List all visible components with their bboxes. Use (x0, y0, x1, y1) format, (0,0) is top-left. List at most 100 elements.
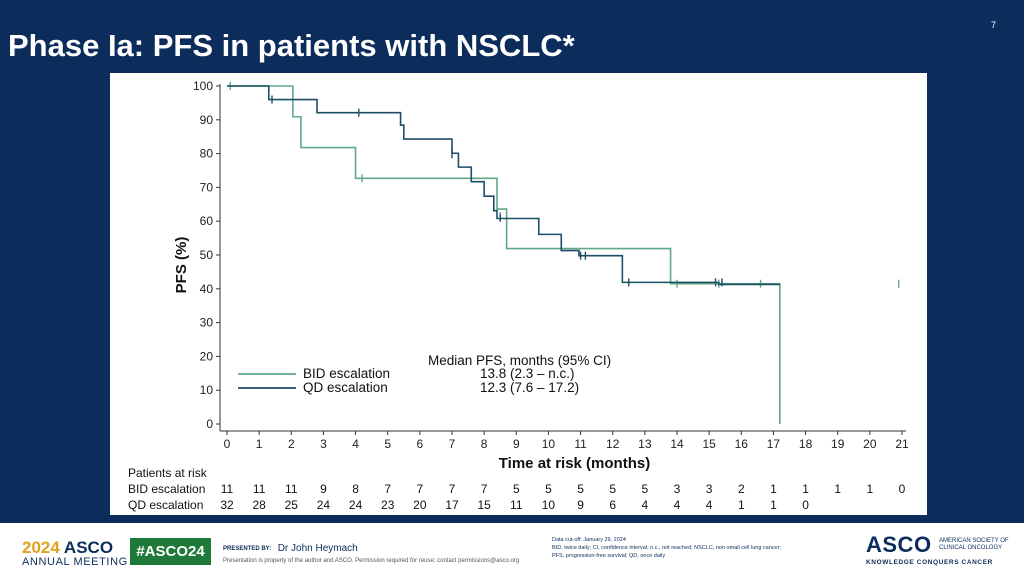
chart-legend: Median PFS, months (95% CI) BID escalatio… (238, 353, 611, 395)
x-tick-label: 13 (638, 437, 652, 451)
y-tick-label: 80 (200, 147, 214, 161)
y-tick-label: 60 (200, 214, 214, 228)
legend-series-name: QD escalation (303, 380, 388, 395)
presenter-name: Dr John Heymach (277, 543, 358, 555)
presented-by-label: PRESENTED BY: (223, 545, 272, 552)
y-tick-label: 0 (206, 417, 213, 431)
risk-count: 1 (802, 482, 809, 496)
x-tick-label: 9 (513, 437, 520, 451)
x-tick-label: 1 (256, 437, 263, 451)
risk-count: 25 (285, 498, 299, 512)
risk-count: 4 (674, 498, 681, 512)
slide-number: 7 (990, 20, 996, 30)
risk-count: 20 (413, 498, 427, 512)
meeting-name: ASCO (63, 538, 114, 557)
risk-count: 11 (253, 482, 266, 496)
x-tick-label: 18 (799, 437, 813, 451)
chart-series (227, 82, 900, 424)
risk-count: 1 (834, 482, 841, 496)
risk-count: 24 (317, 498, 331, 512)
x-tick-label: 16 (735, 437, 749, 451)
risk-count: 3 (706, 482, 713, 496)
risk-count: 9 (577, 498, 584, 512)
y-tick-label: 100 (193, 79, 213, 93)
legend-series-name: BID escalation (303, 366, 390, 381)
risk-count: 5 (609, 482, 616, 496)
risk-count: 4 (706, 498, 713, 512)
y-tick-label: 40 (200, 282, 214, 296)
risk-count: 7 (481, 482, 488, 496)
risk-count: 7 (417, 482, 424, 496)
x-tick-label: 12 (606, 437, 620, 451)
risk-table-header: Patients at risk (128, 466, 208, 480)
footnote-line: BID, twice daily; CI, confidence interva… (552, 545, 781, 551)
x-tick-label: 17 (767, 437, 781, 451)
risk-count: 17 (445, 498, 459, 512)
risk-count: 1 (738, 498, 745, 512)
x-tick-label: 7 (449, 437, 456, 451)
legend-header: Median PFS, months (95% CI) (428, 353, 611, 368)
legend-median-value: 12.3 (7.6 – 17.2) (480, 380, 579, 395)
risk-count: 24 (349, 498, 363, 512)
footnotes: Data cut-off: January 29, 2024 BID, twic… (552, 536, 781, 560)
y-tick-label: 20 (200, 349, 214, 363)
x-tick-label: 2 (288, 437, 295, 451)
x-tick-label: 0 (224, 437, 231, 451)
risk-count: 5 (642, 482, 649, 496)
y-tick-label: 10 (200, 383, 214, 397)
asco-org-line: AMERICAN SOCIETY OF (939, 538, 1009, 544)
risk-count: 8 (352, 482, 359, 496)
risk-count: 11 (510, 498, 523, 512)
y-tick-label: 90 (200, 113, 214, 127)
presenter-line: PRESENTED BY: Dr John Heymach (223, 540, 358, 558)
y-tick-label: 70 (200, 180, 214, 194)
risk-count: 28 (252, 498, 266, 512)
risk-count: 9 (320, 482, 327, 496)
x-tick-label: 3 (320, 437, 327, 451)
risk-count: 32 (220, 498, 234, 512)
risk-count: 1 (770, 482, 777, 496)
risk-count: 23 (381, 498, 395, 512)
asco-wordmark: ASCO (866, 532, 932, 557)
risk-count: 1 (770, 498, 777, 512)
footnote-line: PFS, progression-free survival; QD, once… (552, 553, 666, 559)
risk-count: 15 (477, 498, 491, 512)
risk-count: 11 (285, 482, 298, 496)
x-tick-label: 11 (574, 437, 587, 451)
slide-title: Phase Ia: PFS in patients with NSCLC* (8, 28, 575, 63)
risk-count: 0 (802, 498, 809, 512)
y-axis-title: PFS (%) (173, 237, 190, 294)
permission-notice: Presentation is property of the author a… (223, 558, 520, 564)
legend-median-value: 13.8 (2.3 – n.c.) (480, 366, 575, 381)
risk-count: 7 (384, 482, 391, 496)
risk-count: 5 (545, 482, 552, 496)
asco-tagline: KNOWLEDGE CONQUERS CANCER (866, 559, 993, 566)
risk-row-label: BID escalation (128, 482, 205, 496)
risk-count: 0 (899, 482, 906, 496)
y-tick-label: 30 (200, 316, 214, 330)
risk-count: 3 (674, 482, 681, 496)
km-curve-qd (227, 85, 780, 286)
risk-count: 7 (449, 482, 456, 496)
risk-row-label: QD escalation (128, 498, 203, 512)
x-tick-label: 10 (542, 437, 556, 451)
km-curve-bid (227, 85, 781, 424)
risk-count: 5 (577, 482, 584, 496)
footer: 2024 ASCO ANNUAL MEETING #ASCO24 PRESENT… (0, 523, 1024, 576)
x-tick-label: 8 (481, 437, 488, 451)
x-tick-label: 21 (895, 437, 909, 451)
risk-count: 11 (221, 482, 234, 496)
meeting-year: 2024 (22, 538, 60, 557)
x-axis-title: Time at risk (months) (499, 455, 650, 472)
x-tick-label: 4 (352, 437, 359, 451)
risk-count: 6 (609, 498, 616, 512)
hashtag-badge: #ASCO24 (130, 538, 211, 565)
footnote-line: Data cut-off: January 29, 2024 (552, 537, 626, 543)
chart-panel: 0 10 20 30 40 50 60 70 80 90 100 0 1 2 3 4 5 6 7 8 9 10 11 12 13… (110, 73, 927, 515)
asco-org-line: CLINICAL ONCOLOGY (939, 545, 1003, 551)
risk-count: 4 (642, 498, 649, 512)
risk-count: 10 (542, 498, 556, 512)
risk-count: 1 (867, 482, 874, 496)
